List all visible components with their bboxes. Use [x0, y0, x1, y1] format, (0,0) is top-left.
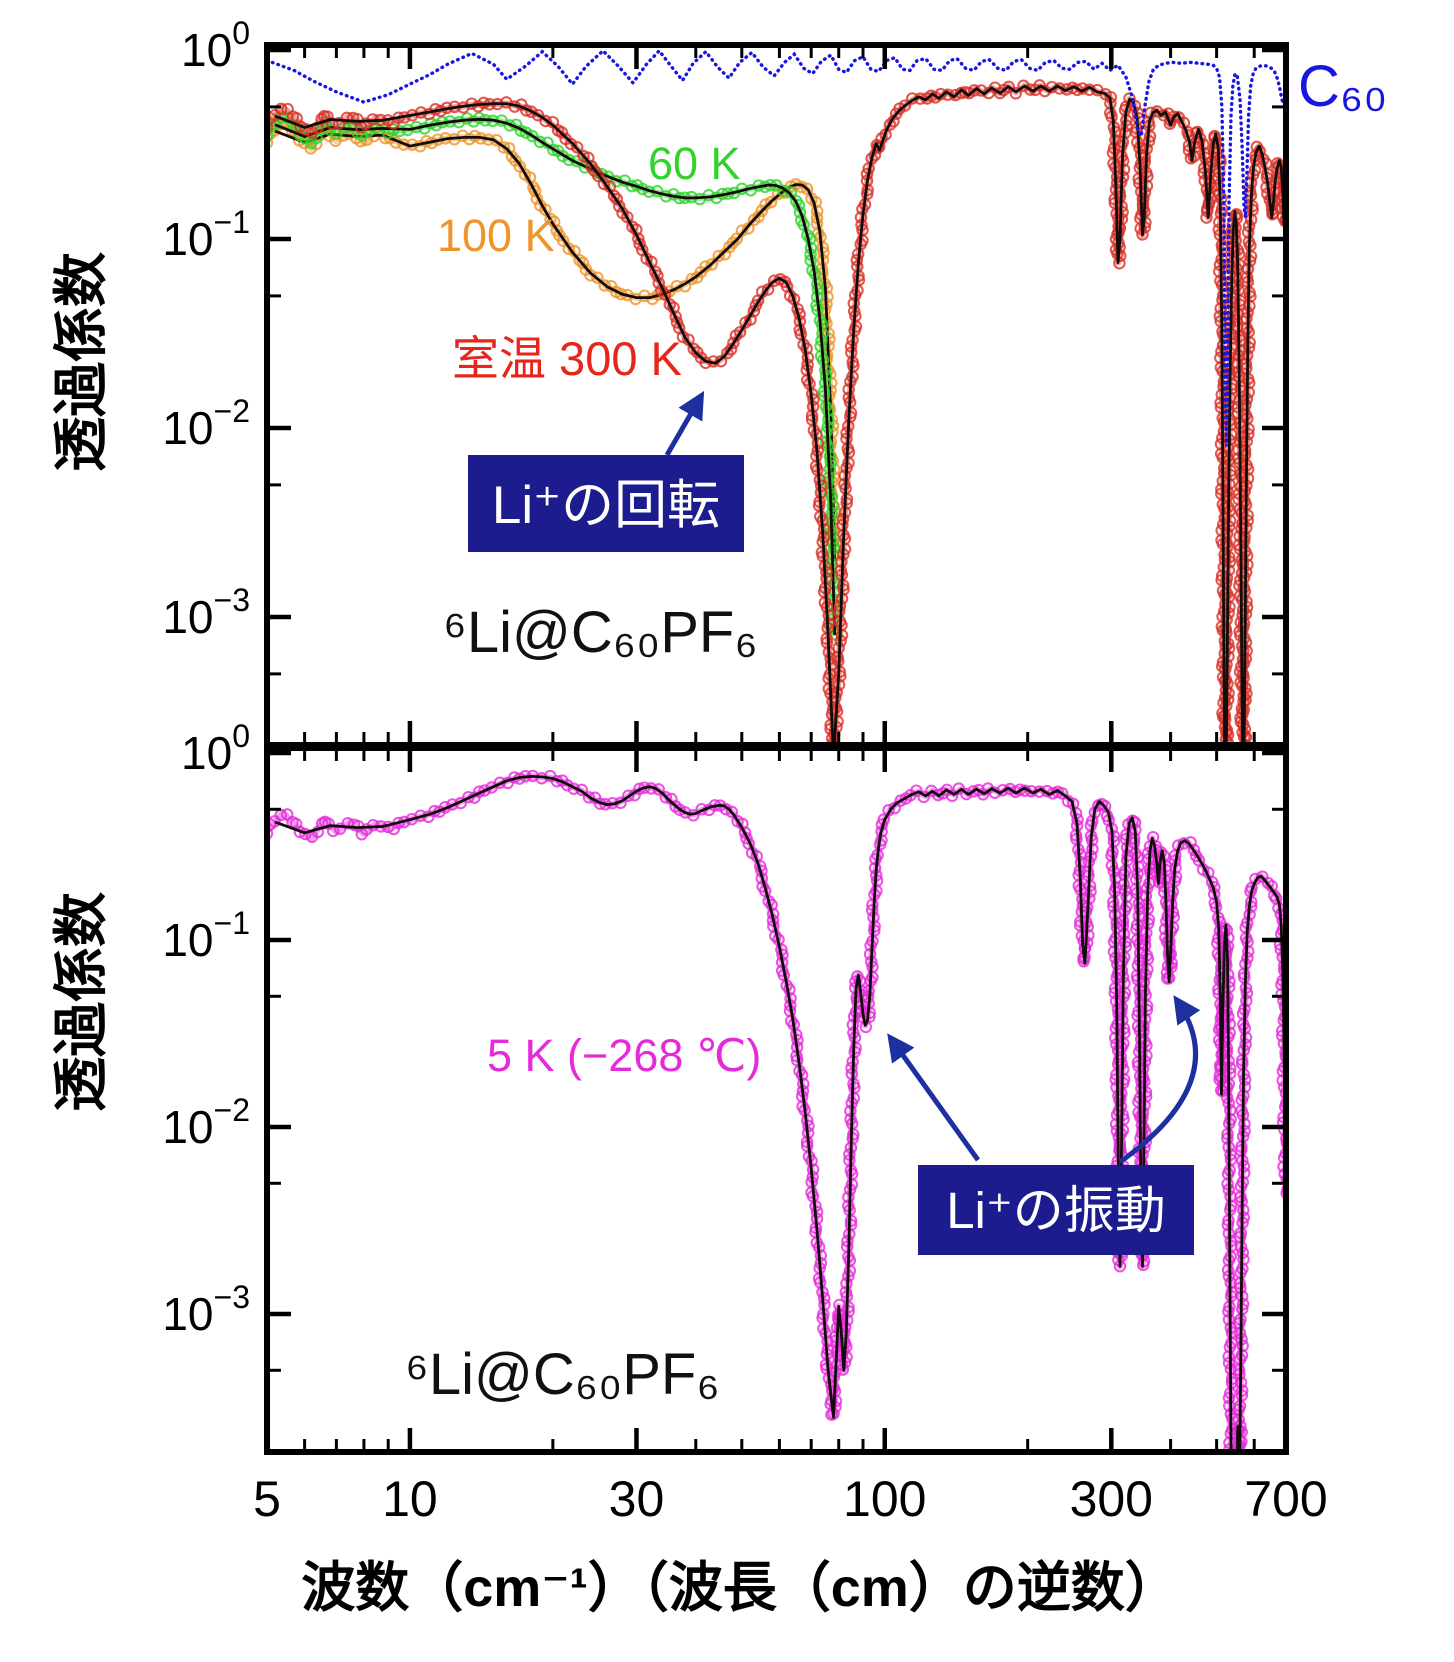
rotation-box-label: Li⁺の回転: [492, 476, 720, 535]
series-fit-5K: [274, 775, 1285, 1451]
x-tick-label: 100: [843, 1471, 926, 1527]
panel-frame-1: [264, 745, 1289, 1455]
panel-frame-0: [264, 42, 1289, 748]
vibration-box: [918, 1165, 1194, 1255]
series-fit-100K: [274, 129, 837, 561]
label-300k: 室温 300 K: [452, 332, 682, 385]
series-5K: [268, 769, 1285, 1451]
y-tick-label: 10−1: [162, 905, 250, 966]
series-300K: [268, 79, 1285, 744]
rotation-arrow: [664, 390, 705, 457]
vibration-box-label: Li⁺の振動: [946, 1182, 1166, 1239]
x-tick-label: 300: [1070, 1471, 1153, 1527]
annotation-li-rotation: Li⁺の回転: [468, 390, 744, 552]
y-tick-label: 100: [181, 718, 250, 779]
vibration-arrow-curved: [1118, 995, 1201, 1165]
top-sample-label: ⁶Li@C₆₀PF₆: [443, 600, 758, 665]
top-y-axis-title: 透過係数: [50, 252, 112, 472]
y-tick-label: 10−3: [162, 1279, 250, 1340]
label-5k: 5 K (−268 ℃): [487, 1030, 761, 1081]
bottom-y-axis-title: 透過係数: [50, 892, 112, 1112]
bottom-sample-label: ⁶Li@C₆₀PF₆: [405, 1342, 720, 1407]
y-tick-label: 10−1: [162, 204, 250, 265]
vibration-arrow-straight: [887, 1033, 981, 1162]
label-c60: C₆₀: [1298, 54, 1387, 119]
x-tick-label: 10: [382, 1471, 438, 1527]
top-panel-series-layer: [268, 48, 1285, 744]
annotations-layer: 透過係数 透過係数 波数（cm⁻¹）（波長（cm）の逆数） 100 K 60 K…: [50, 54, 1387, 1618]
axes-layer: 100 10−1 10−2 10−3 100 10−1 10−2 10−3 5 10 30 100 30…: [162, 15, 1327, 1527]
annotation-li-vibration: Li⁺の振動: [887, 995, 1201, 1255]
x-tick-label: 700: [1244, 1471, 1327, 1527]
x-tick-label: 5: [253, 1471, 281, 1527]
x-tick-label: 30: [609, 1471, 665, 1527]
series-markers-300K: [268, 79, 1285, 744]
label-100k: 100 K: [437, 210, 555, 261]
label-60k: 60 K: [648, 138, 741, 189]
bottom-panel-series-layer: [268, 769, 1285, 1451]
series-C60: [268, 48, 1285, 447]
y-tick-label: 10−3: [162, 582, 250, 643]
rotation-box: [468, 455, 744, 552]
series-line-C60: [268, 48, 1285, 447]
y-tick-label: 10−2: [162, 1092, 250, 1153]
y-tick-label: 100: [181, 15, 250, 76]
y-tick-label: 10−2: [162, 393, 250, 454]
series-fit-300K: [274, 84, 1285, 744]
x-axis-title: 波数（cm⁻¹）（波長（cm）の逆数）: [301, 1558, 1179, 1618]
series-fit-60K: [274, 117, 837, 636]
